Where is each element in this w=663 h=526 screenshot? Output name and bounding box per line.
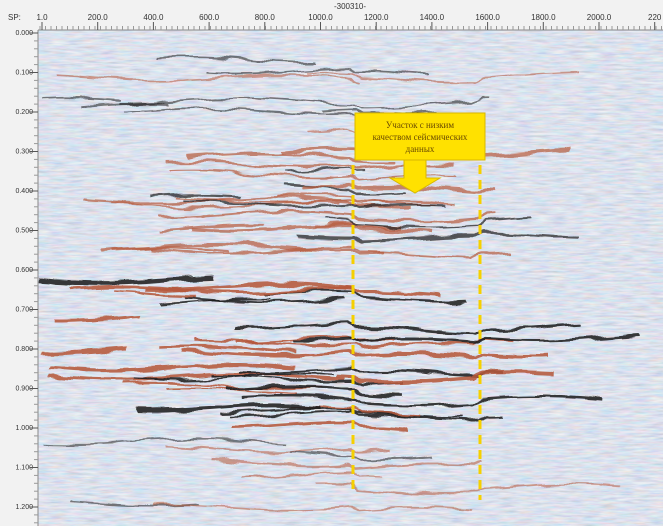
- seismic-image: [38, 30, 663, 526]
- reflector: [160, 223, 265, 232]
- x-ruler-label: 1800.0: [531, 13, 556, 22]
- reflector: [115, 290, 196, 298]
- reflector: [108, 200, 341, 209]
- reflector: [56, 73, 361, 84]
- reflector: [221, 406, 462, 419]
- reflector: [317, 483, 622, 495]
- reflector: [205, 66, 430, 76]
- reflector: [179, 348, 549, 360]
- reflector: [230, 409, 503, 422]
- sp-label: SP:: [8, 13, 21, 22]
- annotation-line: данных: [406, 144, 435, 154]
- reflector: [38, 275, 215, 286]
- x-ruler-label: 220: [648, 13, 662, 22]
- x-ruler: 1.0 200.0 400.0 600.0 800.0 1000.0 1200.0 1400.…: [36, 13, 662, 30]
- x-ruler-label: 800.0: [255, 13, 276, 22]
- x-ruler-label: 400.0: [143, 13, 164, 22]
- y-ruler-label: 0.000: [15, 30, 33, 37]
- reflector: [52, 315, 141, 323]
- reflector: [151, 246, 513, 259]
- reflector: [187, 151, 396, 165]
- x-ruler-label: 600.0: [199, 13, 220, 22]
- x-ruler-label: 2000.0: [587, 13, 612, 22]
- x-ruler-label: 1.0: [36, 13, 48, 22]
- reflector: [159, 210, 496, 223]
- reflector: [324, 217, 533, 229]
- reflector: [156, 55, 317, 65]
- annotation-line: качеством сейсмических: [373, 132, 468, 142]
- y-ruler-label: 0.900: [15, 385, 33, 392]
- y-ruler-label: 1.100: [15, 464, 33, 471]
- reflector: [193, 337, 514, 350]
- reflector: [46, 437, 287, 445]
- x-ruler-label: 1400.0: [420, 13, 445, 22]
- reflector: [337, 370, 554, 385]
- reflector: [160, 344, 297, 353]
- y-ruler-label: 0.500: [15, 227, 33, 234]
- line-label: -300310-: [334, 2, 366, 11]
- reflector: [242, 394, 603, 408]
- reflector: [49, 372, 346, 382]
- reflector: [289, 451, 434, 462]
- x-ruler-label: 1600.0: [475, 13, 500, 22]
- reflector: [150, 193, 239, 199]
- reflector: [238, 366, 504, 378]
- y-ruler-label: 1.200: [15, 504, 33, 511]
- x-ruler-label: 200.0: [88, 13, 109, 22]
- y-ruler-label: 0.800: [15, 346, 33, 353]
- reflector: [121, 381, 322, 390]
- x-ruler-label: 1000.0: [308, 13, 333, 22]
- reflector: [297, 230, 578, 244]
- y-ruler: 0.000 0.100 0.200 0.300 0.400 0.500 0.600 0.700…: [15, 30, 38, 524]
- reflector: [41, 97, 123, 102]
- reflector: [166, 445, 391, 453]
- reflector: [137, 402, 322, 413]
- reflector: [235, 321, 580, 334]
- reflector: [183, 296, 344, 304]
- reflector: [133, 372, 334, 381]
- reflector: [69, 285, 439, 296]
- annotation: Участок с низким качеством сейсмических …: [351, 112, 486, 500]
- y-ruler-label: 1.000: [15, 425, 33, 432]
- y-ruler-label: 0.600: [15, 267, 33, 274]
- y-ruler-label: 0.700: [15, 306, 33, 313]
- reflector: [38, 346, 128, 355]
- y-ruler-label: 0.300: [15, 148, 33, 155]
- annotation-line: Участок с низким: [386, 120, 454, 130]
- x-ruler-label: 1200.0: [364, 13, 389, 22]
- reflector: [181, 199, 446, 209]
- reflector: [192, 223, 433, 235]
- reflector: [120, 96, 489, 109]
- reflector: [231, 420, 409, 431]
- reflector: [111, 243, 384, 256]
- reflector: [48, 362, 297, 373]
- y-ruler-label: 0.100: [15, 69, 33, 76]
- reflector: [226, 384, 403, 398]
- y-ruler-label: 0.200: [15, 109, 33, 116]
- reflector: [152, 502, 473, 512]
- y-ruler-label: 0.400: [15, 188, 33, 195]
- reflector: [239, 471, 384, 480]
- reflector: [211, 459, 484, 470]
- reflector: [83, 196, 412, 209]
- reflector: [306, 71, 579, 84]
- reflector: [302, 182, 496, 194]
